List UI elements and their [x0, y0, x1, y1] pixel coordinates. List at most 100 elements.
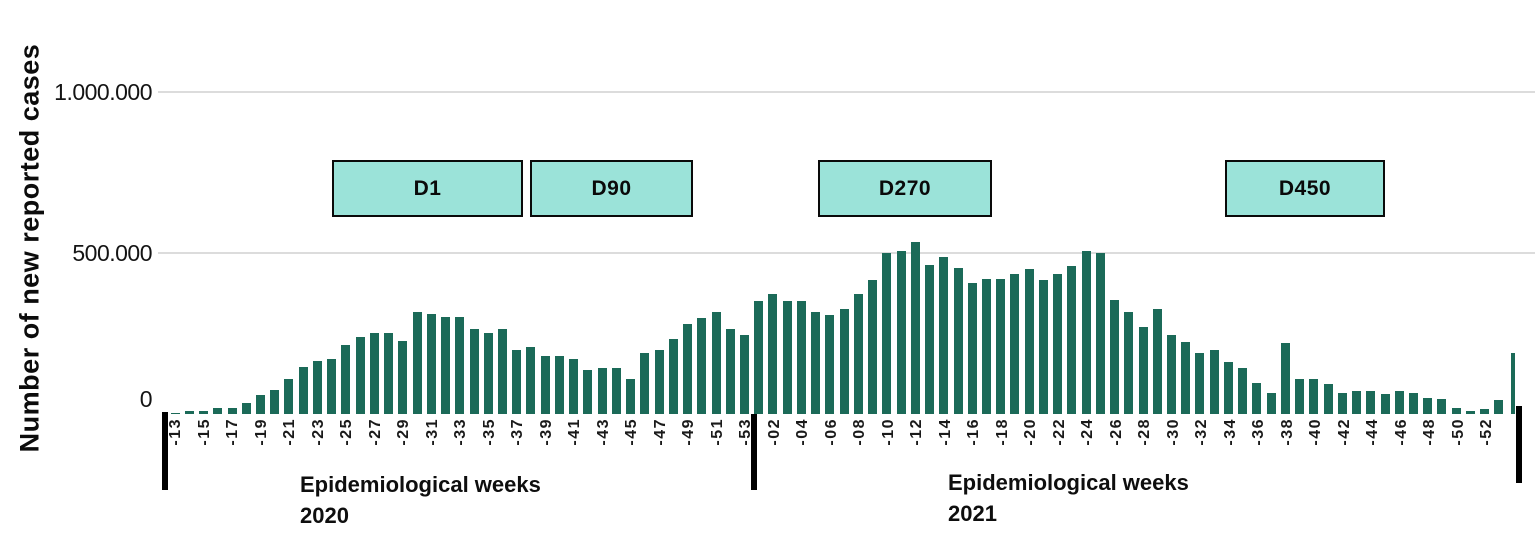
x-axis-group-label-2021: Epidemiological weeks 2021 — [948, 468, 1189, 530]
bar-slot — [1179, 92, 1193, 414]
bar-week-1 — [1152, 309, 1162, 414]
bar-slot — [581, 92, 595, 414]
bar-week-0 — [725, 329, 735, 414]
bar-slot — [211, 92, 225, 414]
x-tick-label: -16 — [965, 418, 982, 446]
bar-slot — [182, 92, 196, 414]
axis-bracket-right — [1516, 406, 1522, 483]
bar-week-0-33 — [455, 317, 465, 414]
bar-slot — [780, 92, 794, 414]
x-tick-label: -27 — [366, 418, 384, 446]
x-tick-slot: -36 — [1250, 418, 1267, 478]
bar-slot — [1335, 92, 1349, 414]
x-tick-label: -17 — [224, 418, 241, 446]
x-tick-slot: -44 — [1364, 418, 1381, 478]
bar-week-0-27 — [369, 333, 379, 414]
bar-week-0 — [640, 353, 650, 414]
bars-plot-area — [168, 92, 1520, 414]
x-tick-slot — [1508, 418, 1521, 478]
bar-slot — [994, 92, 1008, 414]
bar-slot — [1065, 92, 1079, 414]
x-tick-slot — [925, 418, 938, 478]
x-tick-label: -04 — [794, 418, 811, 446]
bar-slot — [1449, 92, 1463, 414]
bar-week-1-50 — [1451, 408, 1461, 414]
bar-slot — [680, 92, 694, 414]
x-tick-slot — [241, 418, 254, 478]
x-tick-slot — [412, 418, 425, 478]
x-tick-slot: -37 — [509, 418, 526, 478]
x-tick-label: -25 — [338, 418, 355, 446]
bar-week-0-19 — [256, 395, 266, 414]
bar-week-1-24 — [1081, 251, 1091, 414]
bar-slot — [481, 92, 495, 414]
bar-week-0 — [355, 337, 365, 414]
x-tick-slot: -29 — [395, 418, 412, 478]
bar-slot — [880, 92, 894, 414]
bar-week-1 — [981, 279, 991, 414]
bar-week-1-12 — [910, 242, 920, 414]
bar-slot — [809, 92, 823, 414]
x-tick-label: -18 — [993, 418, 1011, 446]
bar-week-0 — [554, 356, 564, 414]
bar-week-0-45 — [626, 379, 636, 414]
bar-week-1 — [839, 309, 849, 414]
bar-week-0 — [611, 368, 621, 414]
x-tick-label: -23 — [309, 418, 327, 446]
x-tick-label: -48 — [1421, 418, 1438, 446]
x-tick-slot: -32 — [1193, 418, 1210, 478]
x-tick-slot: -38 — [1278, 418, 1296, 478]
bar-week-0-21 — [284, 379, 294, 414]
bar-slot — [1349, 92, 1363, 414]
bar-week-1 — [782, 301, 792, 414]
x-tick-slot: -23 — [309, 418, 327, 478]
y-tick-500000: 500.000 — [72, 240, 152, 266]
bar-slot — [638, 92, 652, 414]
x-tick-slot — [1324, 418, 1337, 478]
bar-slot — [922, 92, 936, 414]
bar-slot — [1107, 92, 1121, 414]
x-tick-label: -46 — [1392, 418, 1410, 446]
x-tick-slot: -50 — [1450, 418, 1467, 478]
bar-week-1 — [1511, 353, 1516, 414]
bar-week-0 — [241, 403, 251, 414]
x-tick-label: -06 — [822, 418, 840, 446]
bar-week-0 — [469, 329, 479, 414]
bar-week-0-23 — [312, 361, 322, 414]
gridline-500000 — [158, 252, 1535, 254]
bar-slot — [1392, 92, 1406, 414]
x-tick-label: -47 — [651, 418, 669, 446]
x-tick-label: -38 — [1278, 418, 1296, 446]
x-tick-slot: -12 — [908, 418, 925, 478]
bar-slot — [894, 92, 908, 414]
bar-week-0-17 — [227, 408, 237, 414]
timepoint-box-d450: D450 — [1225, 160, 1385, 217]
axis-bracket-year-separator — [751, 414, 757, 490]
x-tick-slot: -19 — [253, 418, 270, 478]
bar-slot — [424, 92, 438, 414]
bar-slot — [296, 92, 310, 414]
x-tick-label: -02 — [765, 418, 783, 446]
x-tick-slot: -31 — [424, 418, 441, 478]
bar-week-0 — [697, 318, 707, 414]
x-tick-slot: -33 — [452, 418, 469, 478]
bar-week-0 — [526, 347, 536, 414]
x-tick-label: -33 — [452, 418, 469, 446]
x-tick-slot: -43 — [594, 418, 612, 478]
bar-slot — [1463, 92, 1477, 414]
bar-slot — [823, 92, 837, 414]
x-tick-label: -22 — [1050, 418, 1068, 446]
bar-slot — [1478, 92, 1492, 414]
bar-week-0-37 — [512, 350, 522, 414]
bar-week-0-13 — [170, 413, 180, 414]
bar-week-1 — [754, 301, 764, 414]
x-tick-slot: -48 — [1421, 418, 1438, 478]
x-tick-slot: -41 — [566, 418, 583, 478]
x-tick-slot: -47 — [651, 418, 669, 478]
x-tick-label: -37 — [509, 418, 526, 446]
x-axis-tick-labels: -13 -15 -17 -19 -21 -23 -25 -27 -29 -31 -33 -35 -37-… — [167, 418, 1521, 478]
x-tick-slot: -04 — [794, 418, 811, 478]
timepoint-box-d1: D1 — [332, 160, 523, 217]
x-tick-label: -43 — [594, 418, 612, 446]
